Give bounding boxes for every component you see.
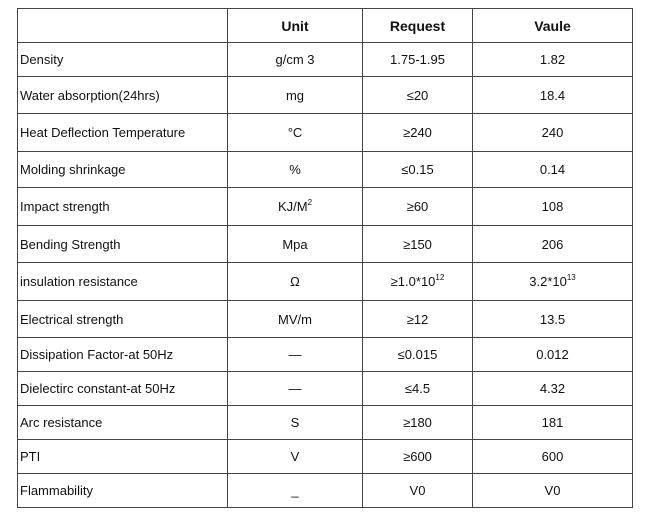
table-cell: —	[227, 371, 363, 406]
table-cell: 206	[472, 225, 633, 263]
table-row: Molding shrinkage% ≤0.15 0.14	[17, 151, 633, 188]
data-table: Unit Request Vaule Density g/cm 3 1.75-1.9…	[17, 8, 633, 508]
table-cell: 0.012	[472, 337, 633, 372]
table-cell: 0.14	[472, 151, 633, 188]
table-cell: PTI	[17, 439, 228, 474]
table-cell: Mpa	[227, 225, 363, 263]
table-row: Impact strength KJ/M2 ≥60 108	[17, 187, 633, 226]
table-cell: °C	[227, 113, 363, 152]
table-row: Flammability _ V0 V0	[17, 473, 633, 508]
superscript: 12	[435, 273, 445, 282]
header-row: Unit Request Vaule	[17, 8, 633, 43]
table-cell: Electrical strength	[17, 300, 228, 338]
table-cell: MV/m	[227, 300, 363, 338]
table-cell: Ω	[227, 262, 363, 301]
table-row: insulation resistance Ω ≥1.0*1012 3.2*1013	[17, 262, 633, 301]
table-cell: Arc resistance	[17, 405, 228, 440]
table-cell: Bending Strength	[17, 225, 228, 263]
cell-text: 3.2*10	[529, 274, 567, 289]
table-cell: V	[227, 439, 363, 474]
header-cell	[17, 8, 228, 43]
table-cell: Impact strength	[17, 187, 228, 226]
table-cell: %	[227, 151, 363, 188]
table-row: Bending Strength Mpa ≥150 206	[17, 225, 633, 263]
table-cell: mg	[227, 76, 363, 114]
table-cell: ≥60	[362, 187, 473, 226]
table-cell: Dielectirc constant-at 50Hz	[17, 371, 228, 406]
table-cell: V0	[472, 473, 633, 508]
table-cell: ≤20	[362, 76, 473, 114]
table-body: Density g/cm 3 1.75-1.95 1.82 Water absorpti…	[17, 42, 633, 508]
table-cell: 240	[472, 113, 633, 152]
table-cell: ≥150	[362, 225, 473, 263]
table-cell: ≤4.5	[362, 371, 473, 406]
table-cell: ≥600	[362, 439, 473, 474]
cell-text: KJ/M	[277, 199, 308, 214]
header-cell: Request	[362, 8, 473, 43]
table-cell: 1.75-1.95	[362, 42, 473, 77]
table-row: Density g/cm 3 1.75-1.95 1.82	[17, 42, 633, 77]
table-cell: 13.5	[472, 300, 633, 338]
table-cell: ≤0.15	[362, 151, 473, 188]
table-row: Electrical strength MV/m ≥12 13.5	[17, 300, 633, 338]
superscript: 13	[566, 273, 576, 282]
table-cell: ≤0.015	[362, 337, 473, 372]
table-cell: 1.82	[472, 42, 633, 77]
table-cell: 181	[472, 405, 633, 440]
table-cell: Density	[17, 42, 228, 77]
table-cell: ≥180	[362, 405, 473, 440]
table-cell: 4.32	[472, 371, 633, 406]
table-cell: Dissipation Factor-at 50Hz	[17, 337, 228, 372]
table-cell: S	[227, 405, 363, 440]
header-cell: Vaule	[472, 8, 633, 43]
table-cell: 18.4	[472, 76, 633, 114]
table-row: Heat Deflection Temperature °C ≥240 240	[17, 113, 633, 152]
table-row: Water absorption(24hrs) mg ≤20 18.4	[17, 76, 633, 114]
table-row: Dielectirc constant-at 50Hz — ≤4.5 4.32	[17, 371, 633, 406]
table-row: Dissipation Factor-at 50Hz — ≤0.015 0.012	[17, 337, 633, 372]
superscript: 2	[307, 198, 313, 207]
table-cell: insulation resistance	[17, 262, 228, 301]
table-row: PTI V ≥600 600	[17, 439, 633, 474]
table-cell: _	[227, 473, 363, 508]
table-cell: ≥240	[362, 113, 473, 152]
table-cell: ≥12	[362, 300, 473, 338]
table-header: Unit Request Vaule	[17, 8, 633, 43]
table-cell: 3.2*1013	[472, 262, 633, 301]
table-cell: V0	[362, 473, 473, 508]
table-cell: Heat Deflection Temperature	[17, 113, 228, 152]
table-cell: Molding shrinkage	[17, 151, 228, 188]
table-cell: 600	[472, 439, 633, 474]
table-cell: 108	[472, 187, 633, 226]
table-cell: Water absorption(24hrs)	[17, 76, 228, 114]
table-cell: —	[227, 337, 363, 372]
table-cell: ≥1.0*1012	[362, 262, 473, 301]
cell-text: ≥1.0*10	[390, 274, 436, 289]
table-row: Arc resistance S ≥180 181	[17, 405, 633, 440]
table-cell: Flammability	[17, 473, 228, 508]
table-cell: KJ/M2	[227, 187, 363, 226]
header-cell: Unit	[227, 8, 363, 43]
table-cell: g/cm 3	[227, 42, 363, 77]
